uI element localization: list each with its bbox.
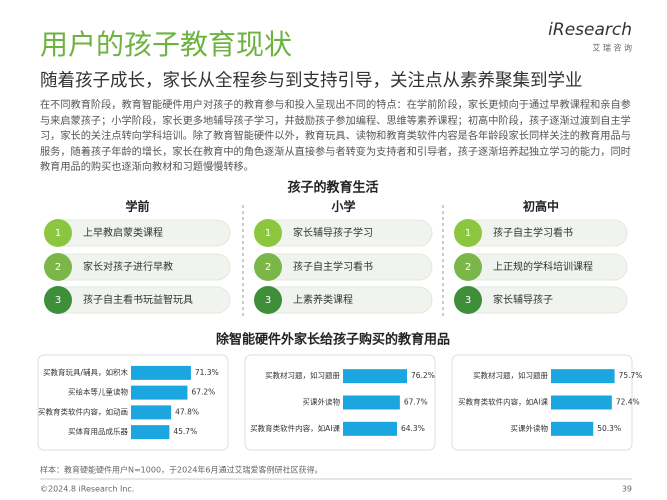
intro-text: 在不同教育阶段，教育智能硬件用户对孩子的教育参与和投入呈现出不同的特点：在学前阶… [40, 100, 631, 173]
bar-label: 买教材习题，如习题册 [473, 370, 548, 380]
item-number: 2 [465, 262, 471, 273]
bar-label: 买教育类软件内容，如AI课 [250, 423, 340, 433]
item-badge [44, 253, 72, 281]
item-badge [454, 253, 482, 281]
logo: iResearch [548, 20, 632, 40]
item-text: 家长辅导孩子学习 [293, 226, 373, 239]
item-text: 上正规的学科培训课程 [493, 260, 593, 273]
value-label: 67.7% [404, 398, 428, 407]
bar-label: 买体育用品成乐器 [68, 426, 128, 436]
value-label: 76.2% [411, 371, 435, 380]
bar [551, 421, 594, 436]
item-text: 孩子自主看书玩益智玩具 [83, 293, 193, 306]
column-title: 初高中 [523, 199, 559, 214]
page-number: 39 [622, 485, 632, 494]
item-number: 2 [55, 262, 61, 273]
item-text: 家长对孩子进行早教 [83, 260, 173, 273]
bar [131, 385, 188, 400]
value-label: 47.8% [175, 407, 199, 416]
value-label: 75.7% [619, 371, 643, 380]
bar-label: 买教材习题，如习题册 [265, 370, 340, 380]
value-label: 67.2% [191, 388, 215, 397]
bar-label: 买教育类软件内容，如动画 [38, 406, 128, 416]
bar [131, 365, 191, 380]
bar [551, 395, 612, 410]
section-title: 除智能硬件外家长给孩子购买的教育用品 [216, 332, 450, 348]
item-badge [254, 219, 282, 247]
item-text: 上素养类课程 [293, 293, 353, 306]
column-title: 小学 [331, 199, 355, 214]
item-text: 孩子自主学习看书 [293, 260, 373, 273]
bar-label: 买绘本等儿童读物 [68, 387, 128, 397]
column-title: 学前 [125, 199, 149, 214]
item-number: 1 [55, 228, 61, 239]
item-badge [44, 219, 72, 247]
bar [551, 369, 615, 384]
logo-sub: 艾 瑞 咨 询 [592, 43, 632, 53]
section-title: 孩子的教育生活 [287, 180, 378, 196]
item-badge [454, 219, 482, 247]
subtitle: 随着孩子成长，家长从全程参与到支持引导，关注点从素养聚集到学业 [40, 71, 583, 91]
bar-label: 买课外读物 [303, 397, 341, 407]
item-number: 3 [55, 295, 61, 306]
item-badge [254, 286, 282, 314]
value-label: 72.4% [616, 398, 640, 407]
footnote: 样本：教育硬能硬件用户N=1000，于2024年6月通过艾瑞爱客例研社区获得。 [40, 465, 323, 475]
bar [131, 425, 170, 440]
item-number: 2 [265, 262, 271, 273]
value-label: 45.7% [173, 427, 197, 436]
bar [343, 395, 400, 410]
value-label: 50.3% [597, 424, 621, 433]
item-text: 上早教启蒙类课程 [83, 226, 163, 239]
copyright: ©2024.8 iResearch Inc. [40, 485, 134, 494]
item-number: 1 [465, 228, 471, 239]
bar [343, 421, 398, 436]
value-label: 71.3% [195, 368, 219, 377]
item-number: 3 [265, 295, 271, 306]
bar [343, 369, 408, 384]
title: 用户的孩子教育现状 [40, 28, 292, 61]
value-label: 64.3% [401, 424, 425, 433]
item-badge [44, 286, 72, 314]
item-number: 1 [265, 228, 271, 239]
item-text: 家长辅导孩子 [493, 293, 553, 306]
bar [131, 405, 172, 420]
bar-label: 买教育玩具/辅具，如积木 [43, 367, 129, 377]
bar-label: 买课外读物 [511, 423, 549, 433]
item-text: 孩子自主学习看书 [493, 226, 573, 239]
bar-label: 买教育类软件内容，如AI课 [458, 397, 548, 407]
item-number: 3 [465, 295, 471, 306]
item-badge [254, 253, 282, 281]
item-badge [454, 286, 482, 314]
